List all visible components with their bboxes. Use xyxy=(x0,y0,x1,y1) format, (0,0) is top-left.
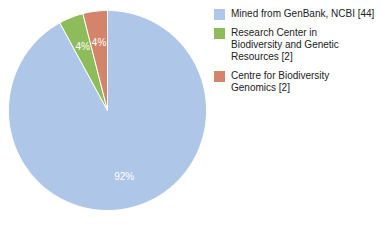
html-text:Centre for Biodiversity Genomi: Centre for Biodiversity Genomics [2] xyxy=(231,70,330,93)
svg-text:4%: 4% xyxy=(92,37,107,48)
html-text:Research Center in Biodiversit: Research Center in Biodiversity and Gene… xyxy=(231,27,339,62)
svg-text:4%: 4% xyxy=(75,41,90,52)
svg-text:92%: 92% xyxy=(114,171,134,182)
html-text:Mined from GenBank, NCBI [44]: Mined from GenBank, NCBI [44] xyxy=(231,8,375,19)
